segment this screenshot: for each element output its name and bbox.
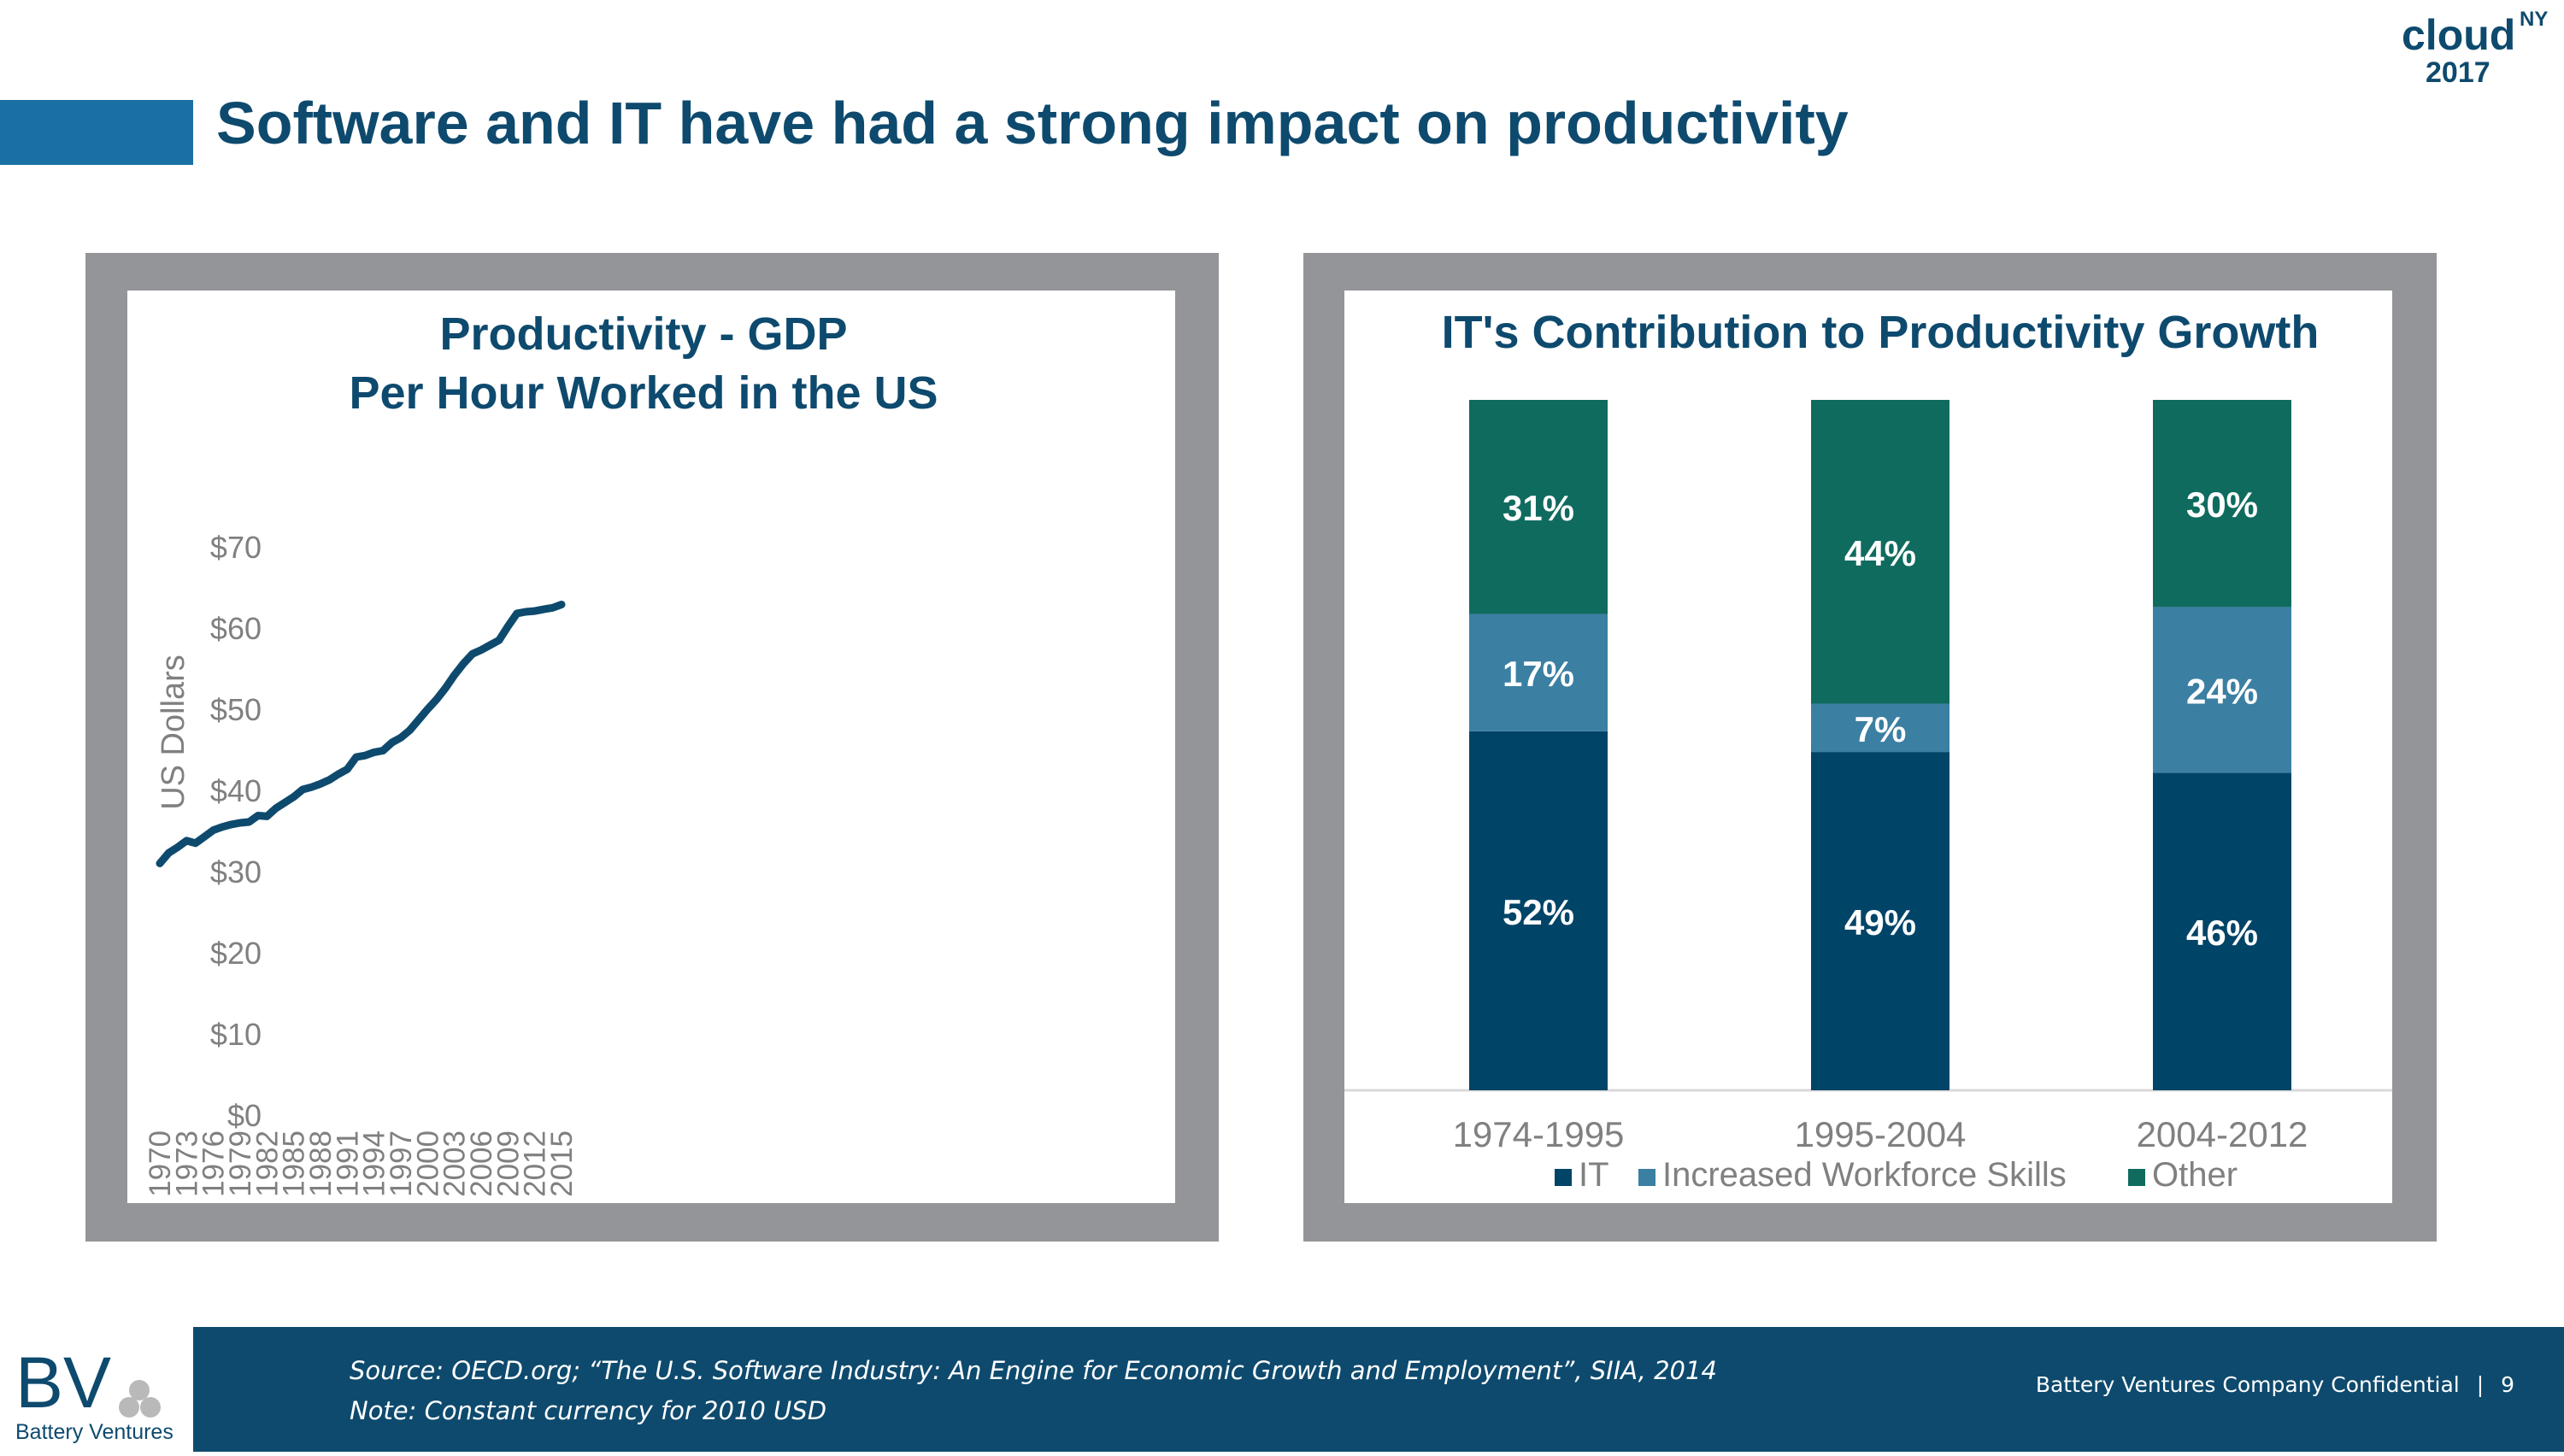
legend-swatch: [1638, 1169, 1655, 1186]
y-tick-label: $70: [210, 530, 262, 565]
y-tick-label: $10: [210, 1017, 262, 1052]
x-tick-label: 1988: [304, 1130, 338, 1197]
bar-value-label: 30%: [2186, 484, 2258, 525]
logo-superscript: NY: [2520, 8, 2548, 31]
battery-ventures-logo: BV Battery Ventures: [0, 1327, 193, 1452]
y-tick-label: $60: [210, 611, 262, 646]
x-tick-label: 1997: [385, 1130, 418, 1197]
bar-value-label: 31%: [1503, 488, 1574, 528]
currency-note: Note: Constant currency for 2010 USD: [350, 1396, 827, 1425]
legend-swatch: [1555, 1169, 1572, 1186]
slide-title: Software and IT have had a strong impact…: [216, 90, 1849, 156]
y-tick-label: $40: [210, 773, 262, 808]
bar-value-label: 46%: [2186, 913, 2258, 953]
y-tick-label: $30: [210, 854, 262, 889]
bar-chart-title: IT's Contribution to Productivity Growth: [1442, 307, 2320, 358]
bar-value-label: 52%: [1503, 892, 1574, 932]
bar-value-label: 17%: [1503, 654, 1574, 694]
it-contribution-bar-chart: IT's Contribution to Productivity Growth…: [1344, 307, 2392, 1194]
logo-text: cloud: [2402, 11, 2515, 59]
category-label: 1974-1995: [1453, 1114, 1625, 1154]
legend-label: Other: [2152, 1156, 2238, 1194]
title-accent-bar: [0, 100, 193, 165]
x-tick-label: 1985: [278, 1130, 311, 1197]
cloud-ny-logo: cloud NY 2017: [2402, 8, 2548, 89]
y-tick-label: $0: [227, 1098, 262, 1133]
bar-segment-other: [1811, 400, 1949, 704]
x-tick-label: 1994: [358, 1130, 391, 1197]
bar-value-label: 24%: [2186, 671, 2258, 711]
x-tick-label: 1973: [170, 1130, 203, 1197]
bv-initials: BV: [15, 1342, 111, 1423]
legend-label: Increased Workforce Skills: [1662, 1156, 2067, 1194]
x-tick-label: 2015: [545, 1130, 579, 1197]
logo-year: 2017: [2426, 56, 2490, 89]
y-axis-label: US Dollars: [156, 655, 191, 810]
y-tick-label: $50: [210, 692, 262, 727]
bar-segment-increased-workforce-skills: [2153, 607, 2291, 773]
bv-dot: [129, 1380, 150, 1400]
x-tick-label: 2003: [438, 1130, 472, 1197]
bar-segment-it: [1469, 731, 1608, 1090]
x-tick-label: 2012: [519, 1130, 552, 1197]
bar-segment-other: [1469, 400, 1608, 614]
x-tick-label: 1976: [197, 1130, 231, 1197]
footer-separator: |: [2476, 1372, 2485, 1397]
line-chart-area: Productivity - GDP Per Hour Worked in th…: [127, 291, 1175, 1203]
bar-chart-area: IT's Contribution to Productivity Growth…: [1344, 291, 2392, 1203]
x-tick-label: 2009: [491, 1130, 525, 1197]
x-tick-label: 2000: [411, 1130, 444, 1197]
bar-segment-it: [2153, 772, 2291, 1090]
category-label: 2004-2012: [2137, 1114, 2308, 1154]
bv-name: Battery Ventures: [15, 1420, 173, 1444]
bv-dot: [140, 1397, 161, 1418]
footer-bar: [193, 1327, 2564, 1452]
x-tick-label: 1970: [144, 1130, 177, 1197]
x-tick-label: 2006: [465, 1130, 498, 1197]
bar-segment-it: [1811, 752, 1949, 1090]
productivity-line: [156, 601, 566, 867]
x-tick-label: 1979: [224, 1130, 257, 1197]
bar-segment-increased-workforce-skills: [1811, 703, 1949, 753]
legend-swatch: [2128, 1169, 2145, 1186]
bar-segment-increased-workforce-skills: [1469, 614, 1608, 731]
productivity-line-chart: Productivity - GDP Per Hour Worked in th…: [144, 308, 938, 1197]
bar-value-label: 44%: [1844, 533, 1916, 573]
page-number: 9: [2501, 1372, 2514, 1397]
bar-value-label: 7%: [1855, 709, 1907, 749]
x-tick-label: 1991: [331, 1130, 364, 1197]
category-label: 1995-2004: [1795, 1114, 1967, 1154]
legend-label: IT: [1579, 1156, 1609, 1194]
bar-value-label: 49%: [1844, 902, 1916, 942]
bar-segment-other: [2153, 400, 2291, 608]
confidential-text: Battery Ventures Company Confidential: [2035, 1372, 2460, 1397]
source-note: Source: OECD.org; “The U.S. Software Ind…: [350, 1356, 1717, 1385]
x-tick-label: 1982: [250, 1130, 284, 1197]
line-chart-subtitle: Per Hour Worked in the US: [349, 367, 938, 419]
line-chart-title: Productivity - GDP: [439, 308, 847, 360]
bv-dot: [119, 1397, 139, 1418]
y-tick-label: $20: [210, 936, 262, 971]
confidential-label: Battery Ventures Company Confidential | …: [2036, 1372, 2514, 1397]
